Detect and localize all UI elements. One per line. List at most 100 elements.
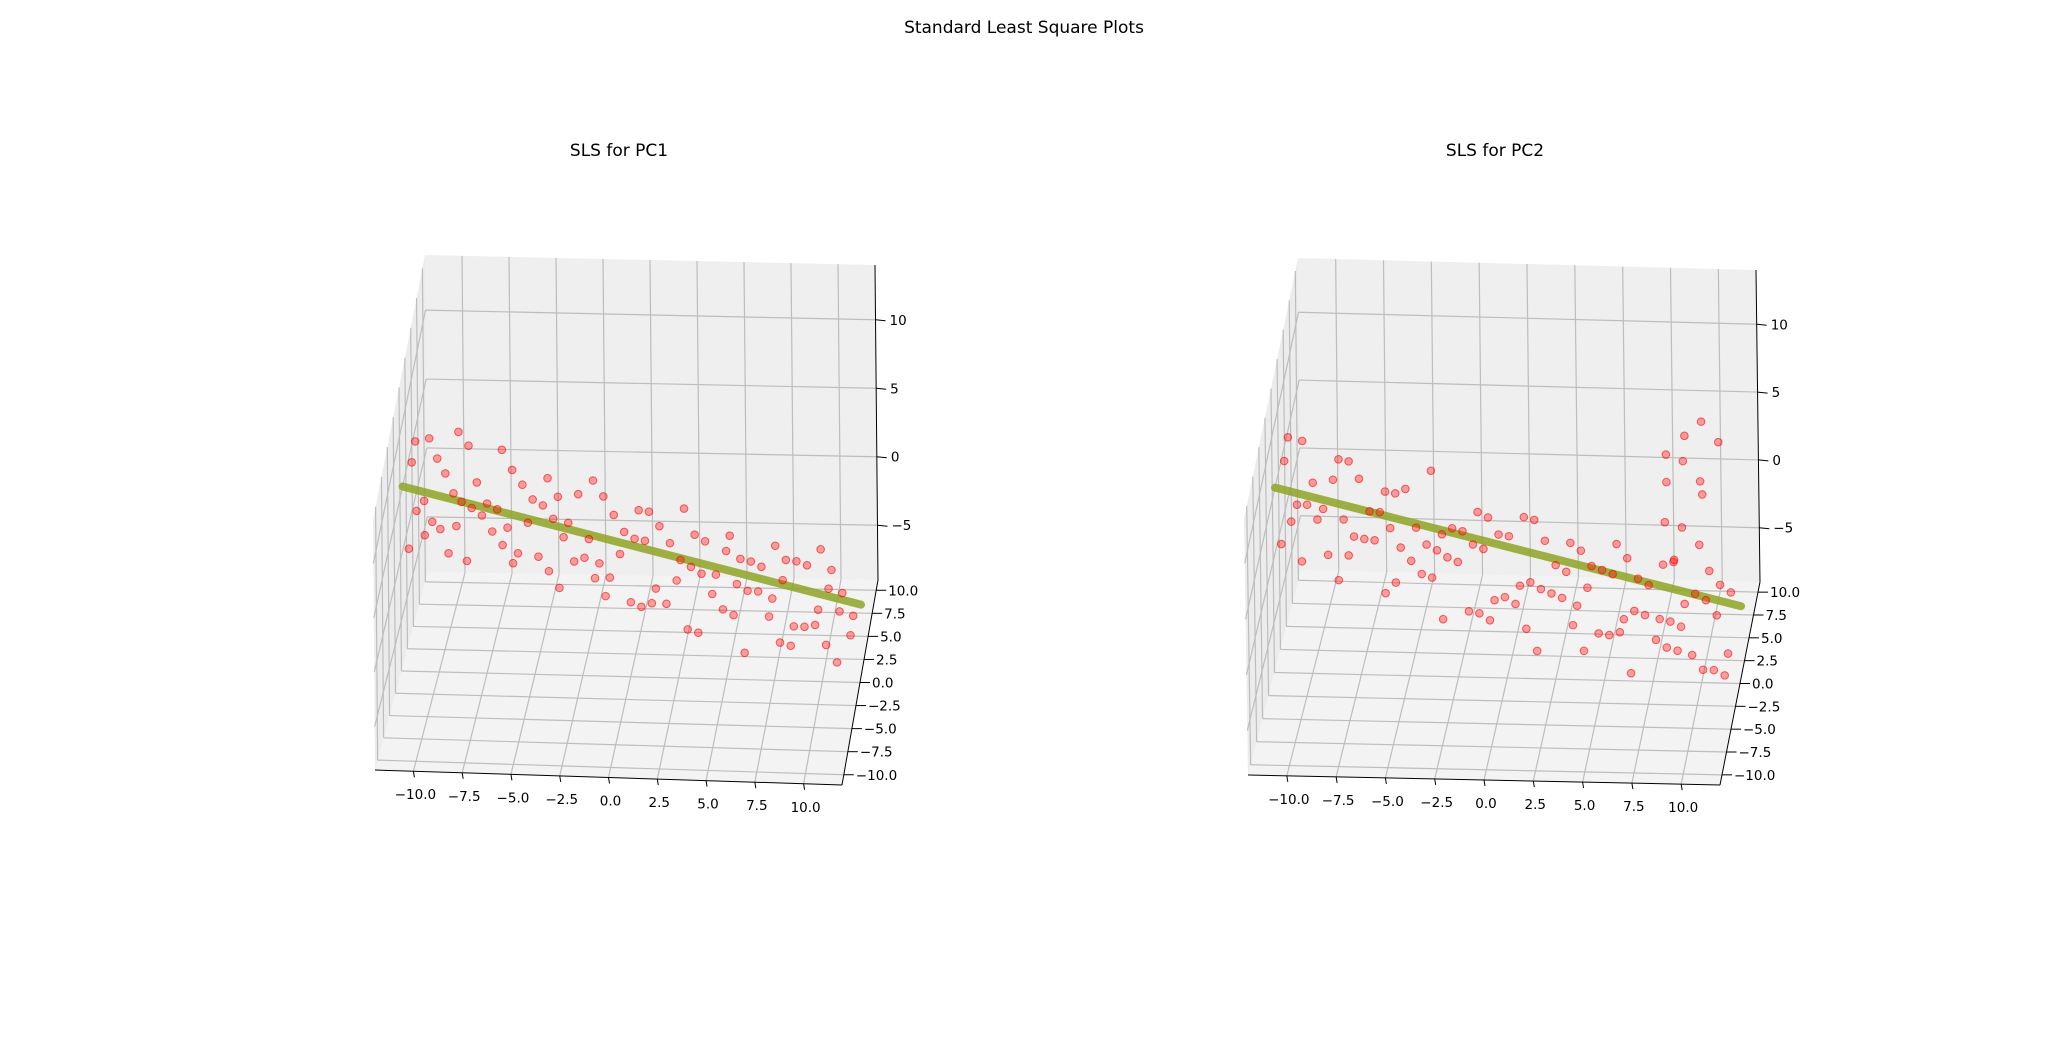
data-point <box>1561 567 1571 577</box>
data-point <box>729 610 738 620</box>
x-gridline-wall <box>1574 265 1580 578</box>
x-tick <box>1532 780 1535 788</box>
x-tick <box>1680 784 1683 791</box>
data-point <box>743 586 752 596</box>
data-point <box>1644 580 1653 590</box>
y-gridline-floor <box>383 737 848 753</box>
data-point <box>1443 553 1452 562</box>
data-point <box>497 445 507 455</box>
y-gridline-floor <box>395 692 856 707</box>
y-tick-label: 5.0 <box>880 629 901 645</box>
data-point <box>651 584 661 593</box>
x-tick <box>1335 776 1338 783</box>
y-tick-label: −10.0 <box>1734 768 1775 784</box>
z-gridline-wall <box>426 378 877 389</box>
data-point <box>1690 589 1700 599</box>
data-point <box>1651 635 1661 645</box>
z-tick-label: −5 <box>1773 521 1793 537</box>
x-gridline-wall <box>1335 258 1340 571</box>
x-tick <box>1286 775 1289 782</box>
data-point <box>1694 540 1704 550</box>
data-point <box>1701 595 1711 605</box>
data-point <box>1587 561 1596 571</box>
z-axis-line <box>1755 269 1761 583</box>
y-gridline-floor <box>1274 671 1741 685</box>
data-point <box>1334 455 1343 464</box>
data-point <box>498 540 507 550</box>
z-tick <box>1756 323 1767 326</box>
y-tick-label: 0.0 <box>1752 677 1773 693</box>
data-point <box>477 511 487 520</box>
data-point <box>1633 574 1643 583</box>
y-gridline-floor <box>1262 718 1732 730</box>
data-point <box>767 594 777 603</box>
data-point <box>810 620 820 630</box>
data-point <box>1323 550 1333 560</box>
y-tick-label: 10.0 <box>1770 585 1800 601</box>
y-tick-label: 5.0 <box>1761 631 1782 647</box>
data-point <box>1622 553 1632 563</box>
data-point <box>454 427 463 437</box>
data-point <box>1464 606 1474 616</box>
data-point <box>770 541 780 551</box>
data-point <box>467 503 477 513</box>
data-point <box>789 622 799 631</box>
z-tick <box>877 524 888 527</box>
x-tick-label: −5.0 <box>1371 794 1404 810</box>
x-tick-label: 5.0 <box>1574 798 1595 814</box>
data-point <box>1673 646 1682 655</box>
x-tick-label: −10.0 <box>1268 792 1309 808</box>
data-point <box>1479 544 1488 554</box>
z-gridline-wall <box>426 447 877 458</box>
data-point <box>647 598 657 608</box>
data-point <box>1447 523 1457 533</box>
z-axis-line <box>874 264 879 581</box>
x-tick <box>1483 779 1486 787</box>
y-tick-label: −7.5 <box>1739 745 1772 761</box>
x-tick-label: −2.5 <box>1420 795 1453 811</box>
data-point <box>821 640 831 650</box>
data-point <box>1608 569 1617 579</box>
data-point <box>718 605 728 614</box>
x-tick-label: −2.5 <box>545 792 578 808</box>
data-point <box>503 523 512 533</box>
data-point <box>1723 649 1733 658</box>
data-point <box>816 545 825 554</box>
y-gridline-floor <box>1268 694 1736 707</box>
x-tick-label: 0.0 <box>1475 796 1496 812</box>
data-point <box>1390 489 1400 498</box>
data-point <box>1678 456 1688 466</box>
data-point <box>802 560 812 570</box>
data-point <box>1529 515 1539 525</box>
y-tick-label: 2.5 <box>1757 654 1778 670</box>
data-point <box>1308 478 1318 488</box>
data-point <box>605 573 615 582</box>
data-point <box>1401 484 1410 494</box>
x-gridline-wall <box>1430 261 1436 574</box>
data-point <box>1302 500 1312 510</box>
z-tick <box>876 387 887 390</box>
data-point <box>432 454 442 463</box>
data-point <box>462 556 472 566</box>
data-point <box>1713 437 1723 447</box>
z-gridline-wall <box>1300 515 1760 529</box>
data-point <box>637 602 646 612</box>
z-tick <box>875 319 886 322</box>
z-gridline-side <box>372 310 427 564</box>
data-point <box>838 588 847 598</box>
x-tick <box>803 783 806 790</box>
data-point <box>569 557 579 566</box>
data-point <box>534 552 543 561</box>
x-tick-label: −7.5 <box>1322 793 1355 809</box>
z-tick-label: 10 <box>890 313 907 329</box>
z-tick-label: 5 <box>1772 385 1781 401</box>
x-gridline-wall <box>602 258 607 576</box>
x-tick <box>461 772 464 779</box>
x-tick <box>1434 778 1437 786</box>
data-point <box>665 538 675 548</box>
data-point <box>1334 575 1344 585</box>
data-point <box>507 465 517 475</box>
data-point <box>452 521 461 531</box>
data-point <box>513 548 523 558</box>
x-gridline-wall <box>1622 266 1627 579</box>
